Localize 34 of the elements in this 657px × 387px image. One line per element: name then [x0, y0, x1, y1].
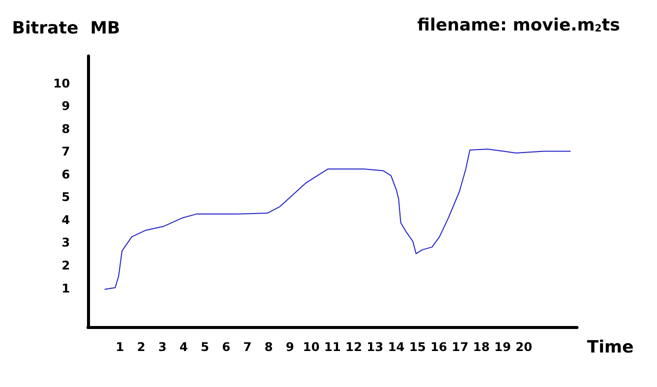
chart-title: filename: movie.m2ts — [417, 16, 620, 36]
x-tick-label: 7 — [243, 340, 252, 354]
x-tick-label: 16 — [430, 340, 448, 354]
y-tick-label: 6 — [62, 167, 70, 182]
y-tick-label: 4 — [62, 212, 70, 227]
line-series — [104, 148, 572, 290]
x-tick-label: 8 — [264, 340, 273, 354]
x-tick-label: 17 — [452, 340, 468, 354]
y-tick-label: 2 — [62, 258, 70, 273]
x-tick-label: 14 — [388, 340, 405, 354]
y-tick-label: 8 — [62, 122, 70, 136]
x-tick-label: 13 — [366, 340, 384, 354]
y-tick-label: 7 — [62, 144, 70, 159]
x-tick-label: 1 — [116, 340, 124, 354]
y-tick-label: 9 — [62, 99, 70, 114]
x-tick-label: 12 — [345, 340, 362, 354]
y-tick-label: 1 — [62, 281, 70, 296]
x-axis-title: Time — [587, 338, 634, 358]
x-tick-label: 4 — [179, 340, 188, 354]
y-axis-title: Bitrate MB — [12, 18, 120, 38]
x-tick-label: 15 — [409, 340, 426, 354]
y-tick-label: 3 — [62, 236, 70, 250]
x-tick-label: 2 — [136, 340, 146, 354]
x-tick-label: 19 — [494, 340, 511, 354]
x-tick-label: 3 — [158, 340, 167, 354]
y-tick-label: 5 — [62, 190, 70, 204]
x-tick-label: 20 — [515, 340, 532, 354]
x-tick-label: 9 — [286, 340, 294, 354]
x-tick-label: 5 — [200, 340, 210, 354]
x-tick-label: 10 — [302, 340, 320, 354]
y-tick-label: 10 — [53, 76, 70, 90]
x-tick-label: 11 — [324, 340, 341, 354]
x-tick-label: 6 — [222, 340, 230, 354]
x-tick-label: 18 — [472, 340, 490, 354]
